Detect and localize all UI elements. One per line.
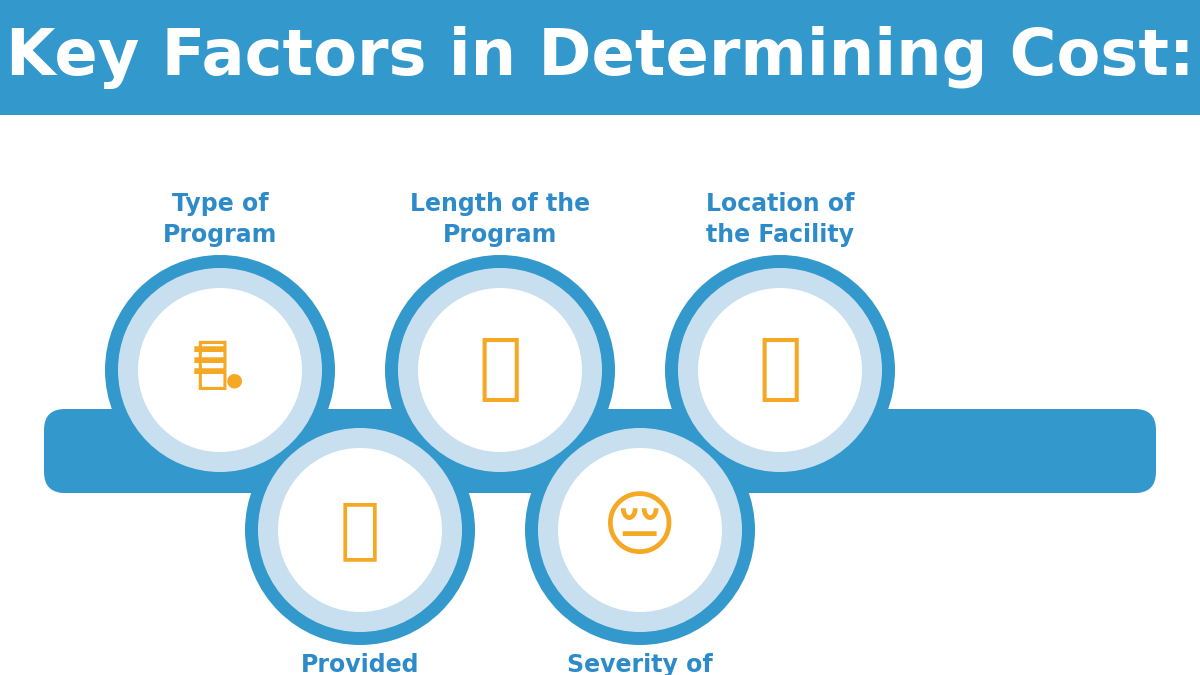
Circle shape — [245, 415, 475, 645]
Circle shape — [698, 288, 862, 452]
Text: Type of
Program: Type of Program — [163, 192, 277, 247]
Circle shape — [538, 428, 742, 632]
Text: ≡: ≡ — [190, 338, 230, 386]
Circle shape — [398, 268, 602, 472]
FancyBboxPatch shape — [50, 433, 1150, 493]
Text: ⏱: ⏱ — [479, 335, 522, 404]
Circle shape — [106, 255, 335, 485]
Circle shape — [418, 288, 582, 452]
Text: Severity of
Addiction: Severity of Addiction — [568, 653, 713, 675]
Text: Key Factors in Determining Cost:: Key Factors in Determining Cost: — [6, 26, 1194, 89]
FancyBboxPatch shape — [44, 409, 1156, 493]
Text: 🏠: 🏠 — [340, 497, 380, 563]
Bar — [0, 0, 1200, 115]
Circle shape — [665, 255, 895, 485]
Circle shape — [138, 288, 302, 452]
Circle shape — [118, 268, 322, 472]
Text: 😔: 😔 — [602, 495, 678, 564]
Text: ●: ● — [226, 371, 242, 389]
Text: Provided
Amenities: Provided Amenities — [293, 653, 427, 675]
Circle shape — [526, 415, 755, 645]
Circle shape — [678, 268, 882, 472]
Text: 📍: 📍 — [758, 335, 802, 404]
Text: 📋: 📋 — [196, 338, 229, 392]
Text: Length of the
Program: Length of the Program — [410, 192, 590, 247]
Circle shape — [558, 448, 722, 612]
Circle shape — [278, 448, 442, 612]
Text: Location of
the Facility: Location of the Facility — [706, 192, 854, 247]
Circle shape — [385, 255, 616, 485]
Circle shape — [258, 428, 462, 632]
